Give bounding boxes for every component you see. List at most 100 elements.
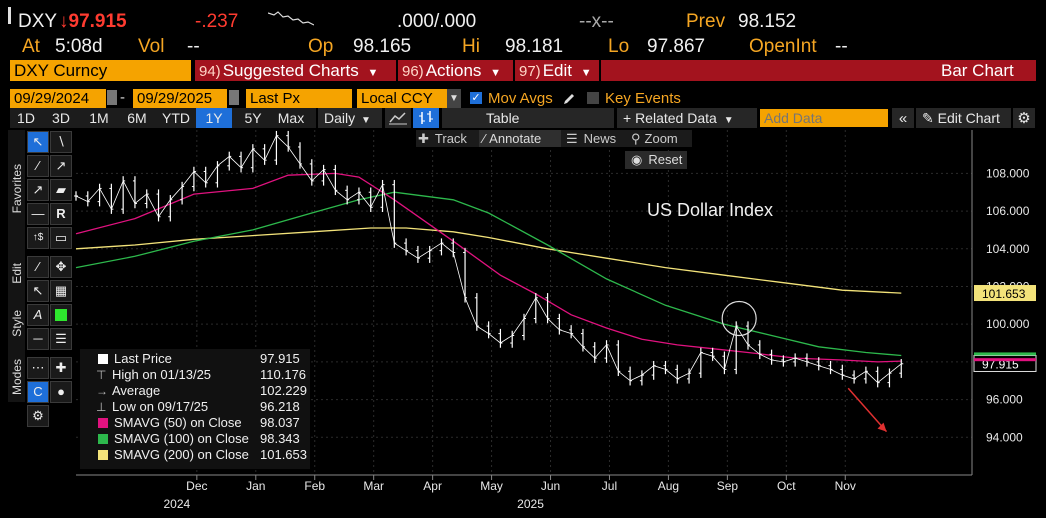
pointer-tool[interactable]: ↖ <box>27 131 49 153</box>
pencil-icon: ✎ <box>922 110 934 126</box>
legend-label: SMAVG (50) on Close <box>114 415 242 430</box>
currency-dropdown-icon[interactable]: ▼ <box>447 89 461 108</box>
edit-chart-button[interactable]: ✎ Edit Chart <box>916 108 1011 128</box>
line-width-tool[interactable]: ─ <box>27 328 49 350</box>
dotted-line-tool[interactable]: ⋯ <box>27 357 49 379</box>
actions-menu[interactable]: 96) Actions ▼ <box>402 60 501 81</box>
dropdown-arrow-icon: ▼ <box>580 67 592 79</box>
security-label: DXY Curncy <box>14 61 108 80</box>
currency-select[interactable]: Local CCY <box>357 89 447 108</box>
palette-icon[interactable]: ● <box>50 381 72 403</box>
dropdown-arrow-icon: ▼ <box>723 115 734 126</box>
side-tab-edit[interactable]: Edit <box>10 263 24 284</box>
fib-tool[interactable]: ↑$ <box>27 227 49 249</box>
legend-panel: Last Price 97.915 ⊤ High on 01/13/25 110.176… <box>80 349 310 469</box>
sparkline-icon <box>268 11 314 26</box>
channel-tool[interactable]: ▰ <box>50 179 72 201</box>
start-date-field[interactable]: 09/29/2024 <box>10 89 106 108</box>
arrow-tool[interactable]: ↗ <box>27 179 49 201</box>
suggested-charts-menu[interactable]: 94) Suggested Charts ▼ <box>199 60 378 81</box>
high-glyph-icon: ⊤ <box>96 368 107 382</box>
annotate-tool[interactable]: ∕ Annotate <box>479 130 561 147</box>
track-tool[interactable]: ✚ Track <box>418 130 467 147</box>
legend-rows: Last Price 97.915 ⊤ High on 01/13/25 110.176… <box>80 351 310 463</box>
mov-avgs-checkbox[interactable]: ✓ <box>470 92 482 104</box>
year-label: 2024 <box>163 497 190 511</box>
period-button-ytd[interactable]: YTD <box>162 110 190 126</box>
actions-label: Actions <box>425 61 482 80</box>
legend-row: SMAVG (50) on Close 98.037 <box>80 415 310 431</box>
reset-icon: ◉ <box>631 152 643 167</box>
crosshair-mode-tool[interactable]: ✚ <box>50 357 72 379</box>
text-tool[interactable]: R <box>50 203 72 225</box>
avg-glyph-icon: → <box>96 384 108 398</box>
openint-value: -- <box>835 36 848 57</box>
trend-arrow-head <box>877 422 887 432</box>
x-tick-label: Mar <box>363 479 384 493</box>
select-arrow-tool[interactable]: ↖ <box>27 280 49 302</box>
period-button-6m[interactable]: 6M <box>127 110 147 126</box>
x-tick-label: Jul <box>602 479 617 493</box>
related-data-label: + Related Data <box>623 110 717 126</box>
font-style-tool[interactable]: A <box>27 304 49 326</box>
line-chart-button[interactable] <box>385 108 411 128</box>
settings-button[interactable]: ⚙ <box>1013 108 1035 128</box>
horizontal-line-tool[interactable]: — <box>27 203 49 225</box>
x-tick-label: Sep <box>717 479 739 493</box>
calendar-icon[interactable] <box>229 90 239 105</box>
frequency-select[interactable]: Daily ▼ <box>318 108 382 128</box>
x-tick-label: Apr <box>423 479 442 493</box>
period-button-5y[interactable]: 5Y <box>244 110 262 126</box>
pencil-icon[interactable] <box>562 92 576 106</box>
dropdown-arrow-icon: ▼ <box>367 67 379 79</box>
brush-tool[interactable]: ∕ <box>27 256 49 278</box>
period-button-max[interactable]: Max <box>277 110 305 126</box>
mov-avgs-label: Mov Avgs <box>488 90 553 107</box>
pen-tool[interactable]: ∖ <box>50 131 72 153</box>
start-date-value: 09/29/2024 <box>14 90 90 107</box>
cycle-mode-tool[interactable]: C <box>27 381 49 403</box>
legend-value: 96.218 <box>260 399 300 414</box>
period-button-1y[interactable]: 1Y <box>196 108 232 128</box>
color-swatch[interactable] <box>50 304 72 326</box>
price-label-box <box>974 285 1036 302</box>
trend-arrow <box>847 387 888 433</box>
end-date-field[interactable]: 09/29/2025 <box>133 89 227 108</box>
side-tab-favorites[interactable]: Favorites <box>10 164 24 214</box>
period-button-1d[interactable]: 1D <box>17 110 35 126</box>
period-bar <box>10 108 316 128</box>
reset-button[interactable]: ◉ Reset <box>625 151 687 169</box>
move-tool[interactable]: ✥ <box>50 256 72 278</box>
trendline-tool[interactable]: ∕ <box>27 155 49 177</box>
y-tick-label: 100.000 <box>986 317 1030 331</box>
collapse-button[interactable]: « <box>892 108 914 128</box>
field-select[interactable]: Last Px <box>246 89 352 108</box>
price-chart[interactable]: 94.00096.00098.000100.000102.000104.0001… <box>0 130 1046 518</box>
key-events-checkbox[interactable] <box>587 92 599 104</box>
security-field[interactable]: DXY Curncy <box>10 60 191 81</box>
legend-label: Average <box>112 383 161 398</box>
legend-value: 98.343 <box>260 431 300 446</box>
rectangle-tool[interactable]: ▭ <box>50 227 72 249</box>
edit-menu[interactable]: 97) Edit ▼ <box>519 60 592 81</box>
news-tool[interactable]: ☰ News <box>566 130 616 147</box>
calendar-icon[interactable] <box>107 90 117 105</box>
related-data-button[interactable]: + Related Data ▼ <box>617 108 757 128</box>
line-style-tool[interactable]: ☰ <box>50 328 72 350</box>
side-tab-modes[interactable]: Modes <box>10 359 24 396</box>
bar-chart-button[interactable] <box>413 108 439 128</box>
period-button-3d[interactable]: 3D <box>52 110 70 126</box>
side-tab-style[interactable]: Style <box>10 310 24 337</box>
gear-icon[interactable]: ⚙ <box>27 405 49 427</box>
edit-label: Edit <box>542 61 572 80</box>
ray-tool[interactable]: ↗ <box>50 155 72 177</box>
trash-icon[interactable]: ▦ <box>50 280 72 302</box>
period-button-1m[interactable]: 1M <box>89 110 109 126</box>
legend-value: 110.176 <box>260 367 307 382</box>
legend-value: 102.229 <box>260 383 307 398</box>
add-data-input[interactable] <box>760 109 888 127</box>
zoom-tool[interactable]: ⚲ Zoom <box>631 130 678 147</box>
crosshair-icon: ✚ <box>418 131 429 146</box>
table-button[interactable]: Table <box>442 108 614 128</box>
high-label: Hi <box>462 36 480 57</box>
